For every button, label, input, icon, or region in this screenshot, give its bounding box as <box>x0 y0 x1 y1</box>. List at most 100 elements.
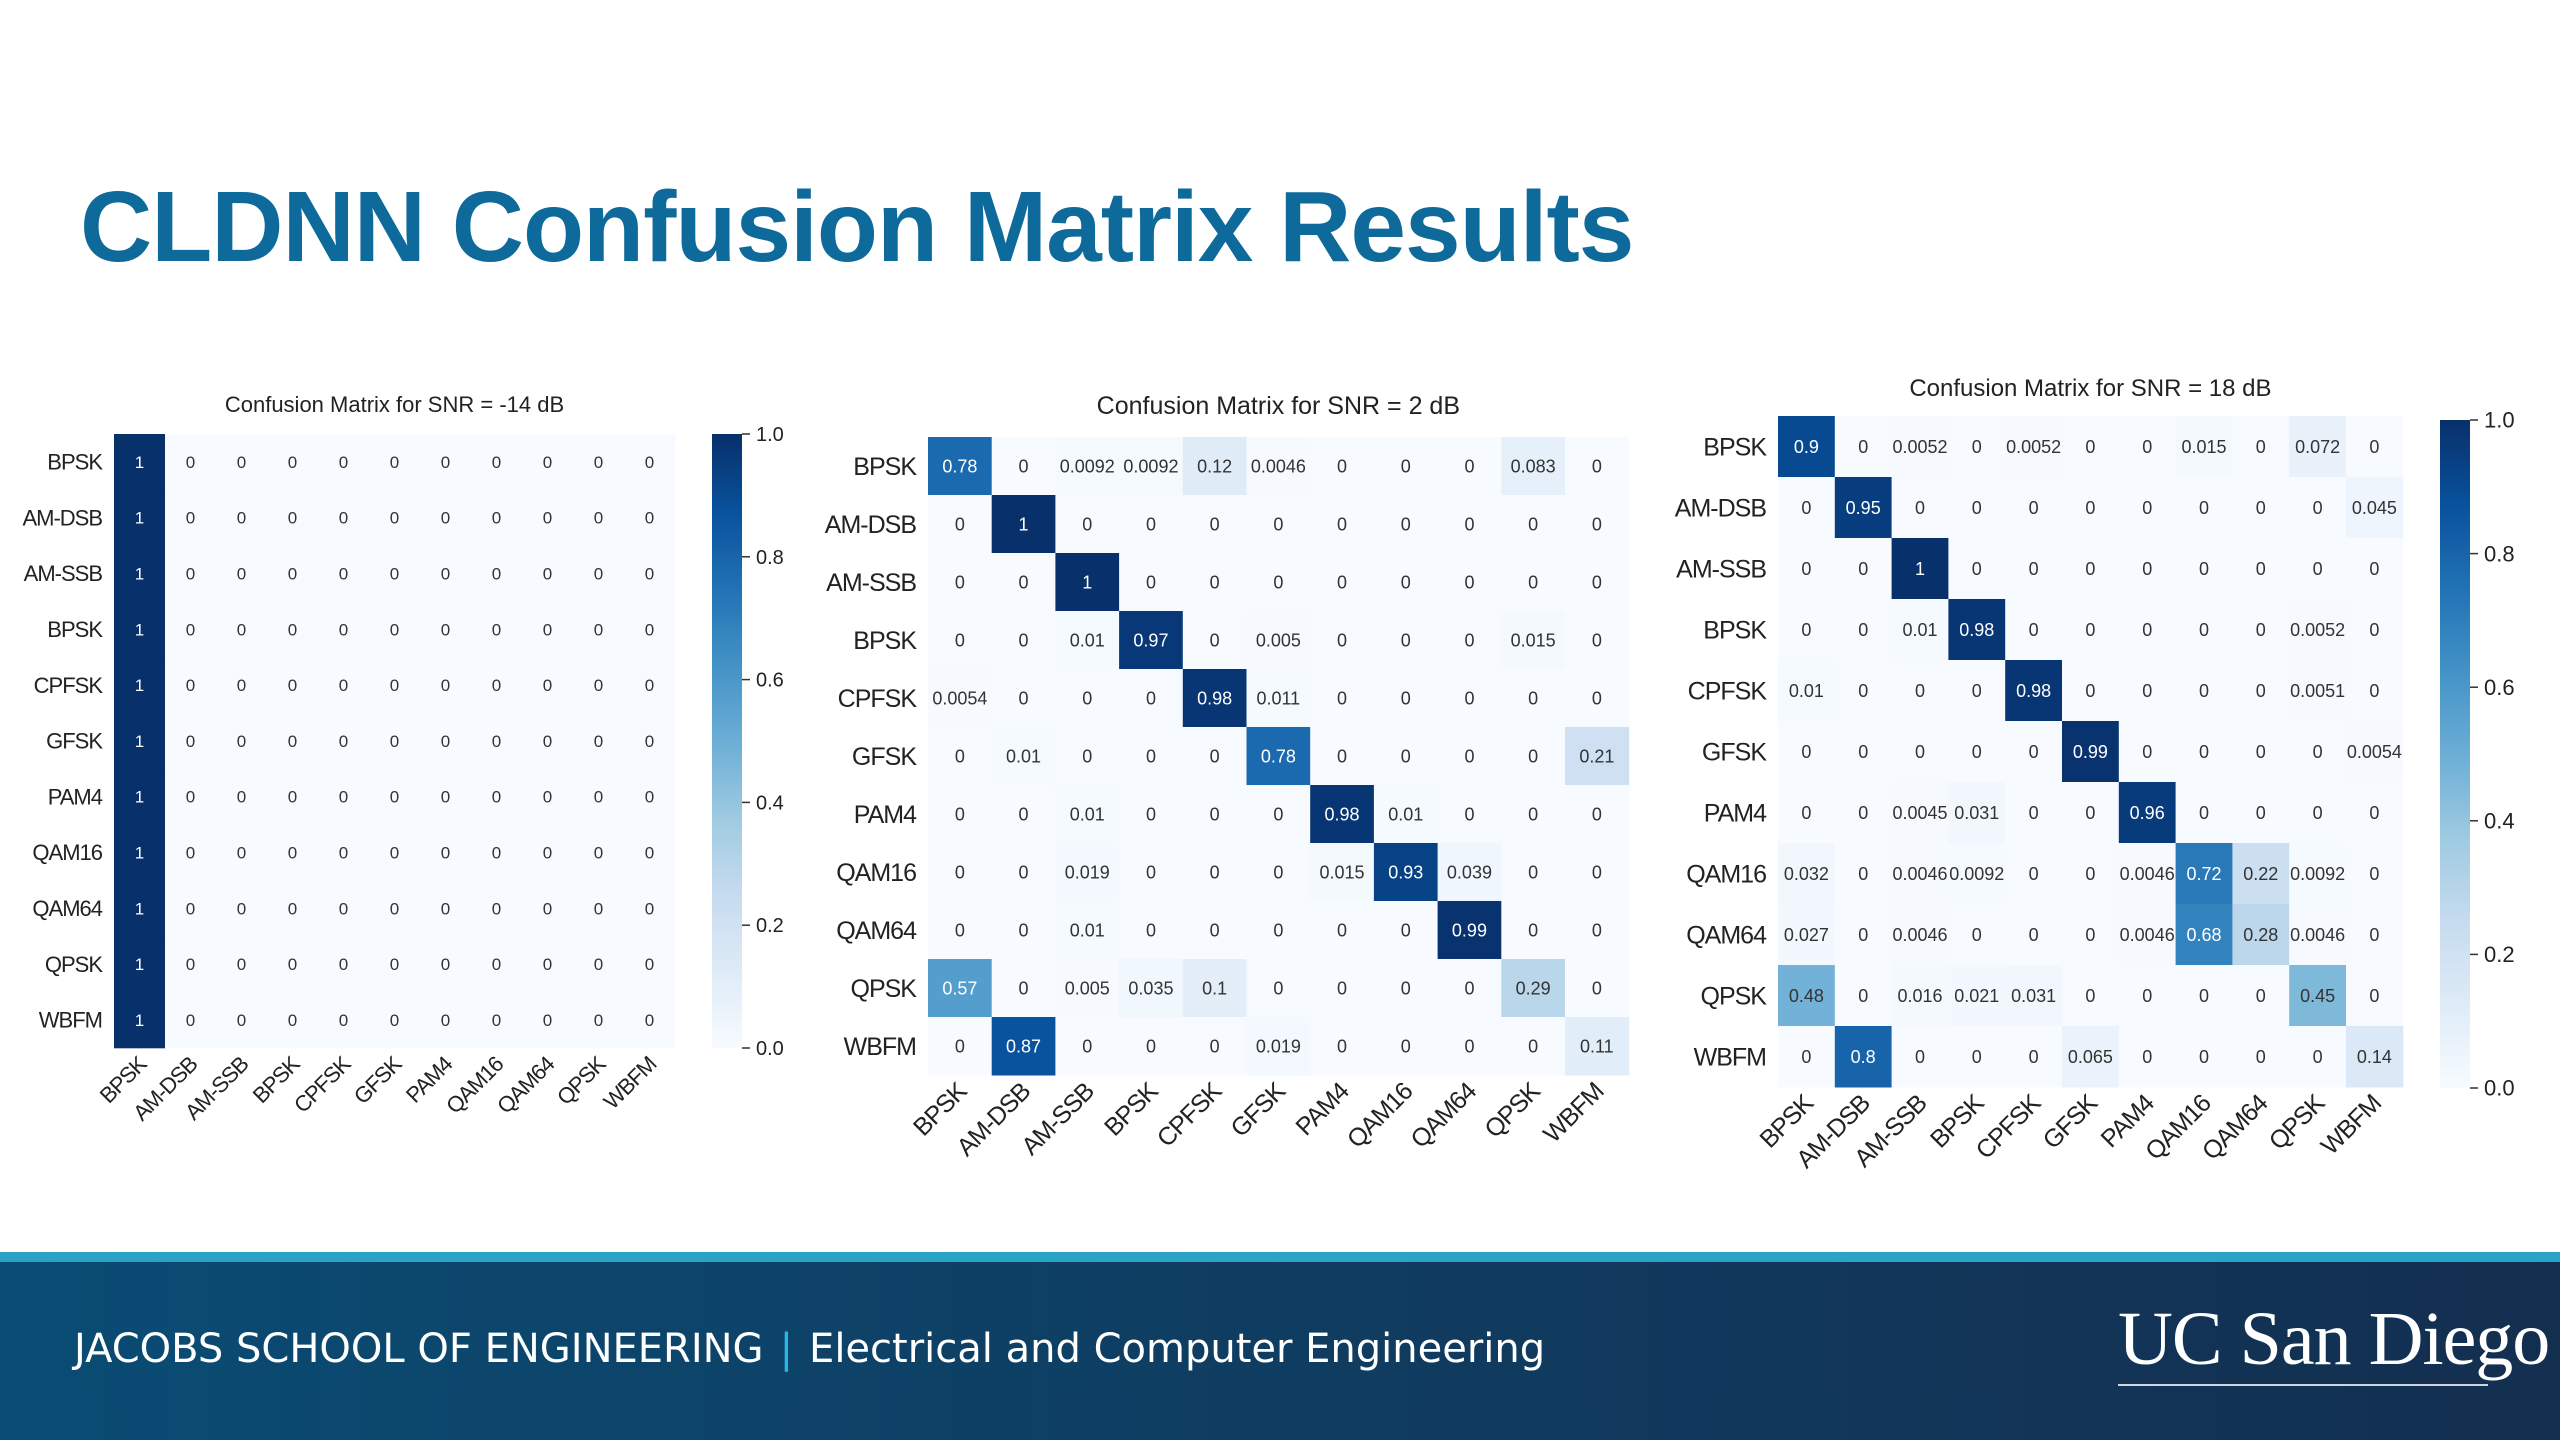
cell-label: 0 <box>1273 804 1283 824</box>
row-label: CPFSK <box>34 673 104 698</box>
cell-label: 0 <box>2142 986 2152 1006</box>
heatmap-cell <box>928 495 993 554</box>
heatmap-cell <box>2289 416 2347 478</box>
cell-label: 0 <box>186 1011 195 1030</box>
heatmap-cell <box>991 611 1056 670</box>
cell-label: 0 <box>1801 559 1811 579</box>
cell-label: 0 <box>2369 559 2379 579</box>
cell-label: 0 <box>1528 572 1538 592</box>
cell-label: 0 <box>186 899 195 918</box>
cell-label: 0 <box>1915 681 1925 701</box>
cell-label: 0.93 <box>1388 862 1423 882</box>
cell-label: 0 <box>2085 437 2095 457</box>
heatmap-cell <box>369 768 421 826</box>
cell-label: 0 <box>288 843 297 862</box>
cell-label: 0 <box>288 732 297 751</box>
cell-label: 0 <box>2199 986 2209 1006</box>
heatmap-cell <box>1948 843 2006 905</box>
heatmap-cell <box>2062 599 2120 661</box>
heatmap-cell <box>1891 1026 1949 1088</box>
cell-label: 0 <box>237 899 246 918</box>
heatmap-cell <box>1891 599 1949 661</box>
heatmap-cell <box>573 545 625 602</box>
column-label: GFSK <box>2038 1089 2104 1155</box>
heatmap-cell <box>991 959 1056 1018</box>
heatmap-cell <box>1501 611 1566 670</box>
heatmap-cell <box>1310 959 1375 1018</box>
heatmap-cell <box>216 434 268 491</box>
cell-label: 0 <box>2142 437 2152 457</box>
cell-label: 0 <box>1592 630 1602 650</box>
heatmap-cell <box>1437 495 1502 554</box>
cell-label: 0 <box>1146 920 1156 940</box>
cell-label: 0 <box>492 676 501 695</box>
heatmap-cell <box>624 824 676 881</box>
cell-label: 0 <box>441 788 450 807</box>
cell-label: 0 <box>1146 804 1156 824</box>
cell-label: 0 <box>2256 803 2266 823</box>
colorbar-tick-label: 0.2 <box>2484 942 2515 967</box>
cell-label: 0 <box>1337 978 1347 998</box>
cell-label: 0 <box>186 732 195 751</box>
heatmap-cell <box>1182 437 1247 496</box>
heatmap-cell <box>1119 611 1184 670</box>
heatmap-cell <box>2118 660 2177 722</box>
cell-label: 0 <box>1210 514 1220 534</box>
cell-label: 0 <box>1915 498 1925 518</box>
heatmap-cell <box>1834 538 1893 600</box>
cell-label: 1 <box>135 899 144 918</box>
cell-label: 0 <box>390 955 399 974</box>
cell-label: 0.96 <box>2130 803 2165 823</box>
heatmap-cell <box>471 434 523 491</box>
heatmap-cell <box>1119 727 1184 786</box>
cell-label: 0 <box>1273 572 1283 592</box>
cell-label: 1 <box>135 564 144 583</box>
heatmap-cell <box>2005 721 2063 783</box>
heatmap-cell <box>1501 495 1566 554</box>
cell-label: 0 <box>2142 559 2152 579</box>
heatmap-cell <box>1565 611 1630 670</box>
heatmap-cell <box>1055 553 1120 612</box>
cell-label: 0.032 <box>1784 864 1829 884</box>
cell-label: 0 <box>1082 688 1092 708</box>
heatmap-cell <box>420 768 472 826</box>
heatmap-cell <box>2232 416 2290 478</box>
heatmap-cell <box>2062 660 2120 722</box>
cell-label: 0 <box>1019 862 1029 882</box>
cell-label: 0 <box>645 788 654 807</box>
cell-label: 0 <box>645 843 654 862</box>
cell-label: 0 <box>2369 620 2379 640</box>
cell-label: 0.01 <box>1388 804 1423 824</box>
heatmap-cell <box>991 843 1056 902</box>
heatmap-cell <box>1565 843 1630 902</box>
heatmap-cell <box>1310 843 1375 902</box>
cell-label: 0.0052 <box>1892 437 1947 457</box>
cell-label: 1 <box>135 509 144 528</box>
heatmap-cell <box>1891 782 1949 844</box>
cell-label: 0.0054 <box>932 688 987 708</box>
row-label: PAM4 <box>854 801 917 829</box>
heatmap-cell <box>1310 553 1375 612</box>
cell-label: 0 <box>1401 688 1411 708</box>
heatmap-cell <box>471 824 523 881</box>
cell-label: 0.0092 <box>1060 456 1115 476</box>
heatmap-cell <box>1182 901 1247 960</box>
heatmap-cell <box>165 880 217 937</box>
cell-label: 0 <box>1528 862 1538 882</box>
heatmap-cell <box>1778 1026 1836 1088</box>
cell-label: 0 <box>339 899 348 918</box>
heatmap-cell <box>624 768 676 826</box>
cell-label: 0 <box>594 788 603 807</box>
heatmap-cell <box>318 992 370 1049</box>
heatmap-cell <box>1437 669 1502 728</box>
cell-label: 0 <box>543 955 552 974</box>
heatmap-cell <box>2062 904 2120 966</box>
heatmap-cell <box>165 824 217 881</box>
colorbar-tick-label: 0.0 <box>756 1038 784 1060</box>
heatmap-cell <box>2289 721 2347 783</box>
cell-label: 0.98 <box>1325 804 1360 824</box>
cell-label: 0.0046 <box>2120 925 2175 945</box>
row-label: QPSK <box>1701 982 1768 1010</box>
heatmap-cell <box>991 785 1056 844</box>
cell-label: 0 <box>339 732 348 751</box>
